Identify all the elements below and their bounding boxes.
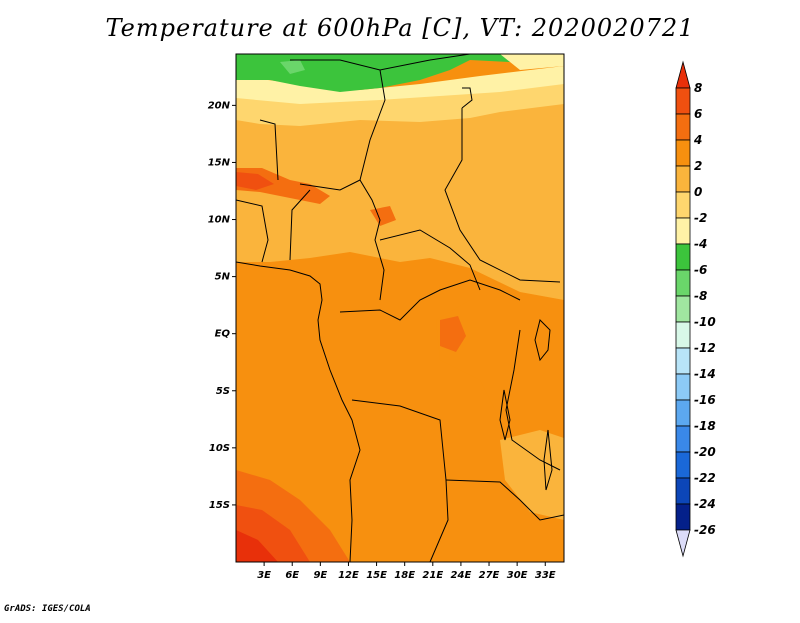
lon-tick-label: 24E: [451, 570, 472, 581]
colorbar-level-label: -12: [694, 341, 716, 355]
colorbar-swatch: [675, 425, 691, 453]
colorbar-level-label: -6: [694, 263, 707, 277]
contour-band-northeast: [500, 54, 564, 70]
colorbar-level-label: -20: [694, 445, 716, 459]
grads-credit: GrADS: IGES/COLA: [4, 604, 91, 614]
border-ghana: [289, 189, 311, 261]
lon-tick-label: 30E: [507, 570, 528, 581]
colorbar-level-label: -2: [694, 211, 707, 225]
contour-band-neg8-neg6: [280, 60, 305, 74]
border-sudan: [444, 108, 561, 283]
colorbar-swatch: [675, 399, 691, 427]
colorbar-bottom-arrow: [675, 529, 691, 558]
colorbar-level-label: 6: [694, 107, 702, 121]
contour-band-neg6-neg4: [236, 54, 564, 92]
contour-blob-central: [440, 316, 466, 352]
lon-tick-label: 6E: [285, 570, 299, 581]
colorbar-swatch: [675, 451, 691, 479]
lat-tick-label: 5N: [215, 272, 231, 283]
colorbar-swatch: [675, 243, 691, 271]
coastline-west: [236, 261, 361, 562]
colorbar-swatch: [675, 139, 691, 167]
lake-victoria: [534, 319, 551, 362]
lon-tick-label: 12E: [338, 570, 359, 581]
border-chad-west: [359, 69, 386, 301]
colorbar-level-label: -10: [694, 315, 716, 329]
border-mali: [259, 119, 279, 181]
border-west-africa: [236, 199, 269, 263]
longitude-axis: 3E 6E 9E 12E 15E 18E 21E 24E 27E 30E 33E: [257, 562, 556, 581]
lon-tick-label: 9E: [313, 570, 327, 581]
map-frame: [235, 53, 565, 563]
lat-tick-label: 20N: [208, 100, 231, 111]
country-borders: [236, 54, 564, 562]
lat-tick-label: 15N: [208, 157, 231, 168]
border-niger-nigeria: [299, 179, 361, 191]
colorbar-level-label: -4: [694, 237, 707, 251]
lat-tick-label: 15S: [209, 500, 230, 511]
colorbar-level-label: -22: [694, 471, 716, 485]
colorbar: 8 6 4 2 0 -2 -4 -6 -8 -10 -12 -14 -16 -18 -20 -22 -24 -26: [675, 60, 716, 558]
colorbar-level-label: 0: [694, 185, 702, 199]
colorbar-level-label: 2: [694, 159, 702, 173]
contour-band-0-2: [236, 96, 564, 300]
colorbar-swatch: [675, 503, 691, 531]
latitude-axis: 20N 15N 10N 5N EQ 5S 10S 15S: [208, 100, 236, 511]
colorbar-top-arrow: [675, 60, 691, 89]
lon-tick-label: 27E: [479, 570, 500, 581]
colorbar-swatch: [675, 321, 691, 349]
border-egypt-sudan: [461, 87, 473, 109]
colorbar-swatch: [675, 217, 691, 245]
lon-tick-label: 3E: [257, 570, 271, 581]
lake-tanganyika: [499, 389, 511, 441]
colorbar-level-label: -26: [694, 523, 716, 537]
lat-tick-label: 10N: [208, 215, 231, 226]
map-title: Temperature at 600hPa [C], VT: 202002072…: [105, 14, 695, 42]
colorbar-level-label: -18: [694, 419, 716, 433]
border-congo-car: [339, 279, 521, 321]
colorbar-swatch: [675, 347, 691, 375]
border-car: [379, 229, 481, 291]
border-angola-east: [351, 399, 449, 562]
contour-band-2-4-east: [436, 300, 564, 448]
lon-tick-label: 33E: [535, 570, 556, 581]
border-zambia: [445, 479, 564, 521]
colorbar-level-label: -14: [694, 367, 716, 381]
colorbar-swatch: [675, 269, 691, 297]
colorbar-level-label: 4: [693, 133, 702, 147]
colorbar-swatch: [675, 477, 691, 505]
contour-band-0-2-southeast: [500, 430, 564, 520]
lat-tick-label: 10S: [209, 443, 230, 454]
colorbar-swatch: [675, 373, 691, 401]
colorbar-swatch: [675, 87, 691, 115]
colorbar-level-label: 8: [694, 81, 702, 95]
lat-tick-label: 5S: [216, 386, 230, 397]
contour-band-6-8-west: [236, 172, 274, 190]
colorbar-level-label: -16: [694, 393, 716, 407]
colorbar-swatch: [675, 165, 691, 193]
colorbar-swatch: [675, 191, 691, 219]
colorbar-level-label: -8: [694, 289, 707, 303]
lat-tick-label: EQ: [215, 329, 231, 340]
contour-band-above-8-southwest: [236, 530, 278, 562]
lon-tick-label: 21E: [422, 570, 443, 581]
lon-tick-label: 15E: [366, 570, 387, 581]
temperature-field: [236, 54, 564, 562]
lon-tick-label: 18E: [394, 570, 415, 581]
colorbar-swatch: [675, 295, 691, 323]
colorbar-swatch: [675, 113, 691, 141]
lake-malawi: [543, 429, 553, 491]
contour-band-neg4-neg2: [236, 66, 564, 104]
colorbar-level-label: -24: [694, 497, 716, 511]
